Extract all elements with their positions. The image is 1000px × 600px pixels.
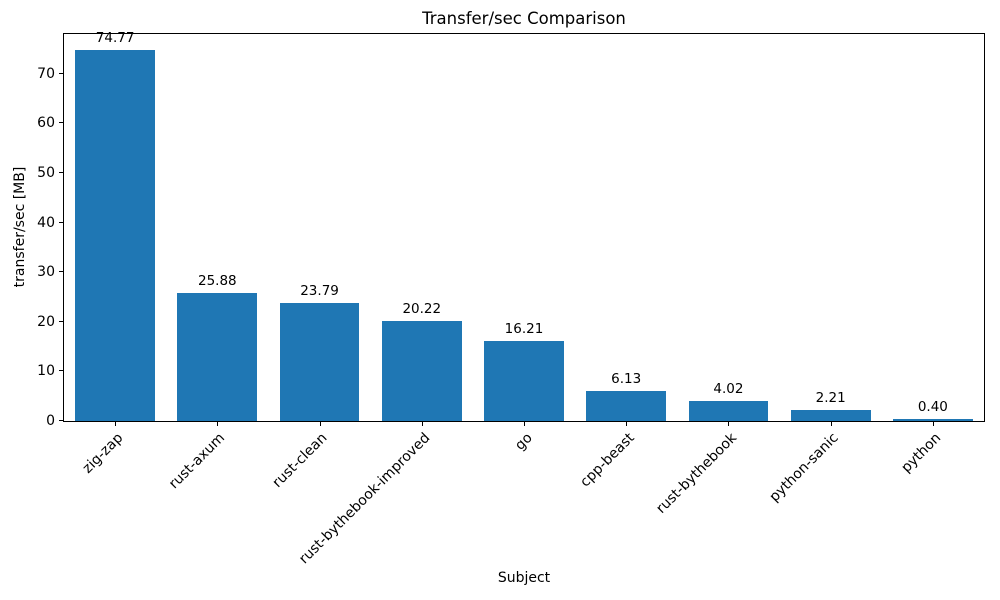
x-tick-mark xyxy=(115,422,117,426)
x-tick-label: rust-axum xyxy=(166,430,229,493)
y-tick-label: 0 xyxy=(46,413,55,429)
bar-value-label: 0.40 xyxy=(917,399,948,416)
bar xyxy=(586,390,667,421)
y-axis-label: transfer/sec [MB] xyxy=(12,166,28,288)
y-tick-mark xyxy=(59,72,63,74)
x-tick-mark xyxy=(626,422,628,426)
x-tick-label: python-sanic xyxy=(766,430,842,506)
x-axis-label: Subject xyxy=(497,570,551,586)
x-tick-mark xyxy=(523,422,525,426)
bar xyxy=(484,340,564,421)
y-tick-label: 10 xyxy=(37,363,55,380)
x-tick-label: rust-clean xyxy=(269,430,331,491)
bar-column: 6.13 cpp-beast xyxy=(575,34,677,490)
bar-value-label: 23.79 xyxy=(300,282,339,299)
y-tick-label: 30 xyxy=(37,264,55,281)
bar-value-label: 25.88 xyxy=(198,272,237,289)
y-tick-mark xyxy=(59,370,63,372)
bar xyxy=(279,302,360,421)
bar xyxy=(177,292,258,421)
bar xyxy=(75,50,155,421)
x-tick-mark xyxy=(728,422,730,426)
y-tick-mark xyxy=(59,221,63,223)
y-tick-mark xyxy=(59,171,63,173)
bar-column: 23.79 rust-clean xyxy=(268,34,370,491)
plot-area: 74.77 zig-zap 25.88 rust-axum 23.79 rust-clea… xyxy=(37,30,985,567)
bar-column: 74.77 zig-zap xyxy=(64,30,166,477)
bar-column: 20.22 rust-bythebook-improved xyxy=(296,34,473,567)
x-tick-label: cpp-beast xyxy=(577,430,638,491)
chart-title: Transfer/sec Comparison xyxy=(422,9,626,28)
bar-value-label: 2.21 xyxy=(815,390,846,407)
bar-value-label: 6.13 xyxy=(611,370,642,387)
bar xyxy=(381,320,462,421)
bars-container: 74.77 zig-zap 25.88 rust-axum 23.79 rust-clea… xyxy=(64,30,984,567)
bar xyxy=(790,410,871,421)
bar-column: 2.21 python-sanic xyxy=(767,34,882,505)
y-tick-mark xyxy=(59,420,63,421)
y-tick-label: 60 xyxy=(37,115,55,132)
y-tick-mark xyxy=(59,271,63,273)
bar xyxy=(688,401,769,421)
y-tick-label: 20 xyxy=(37,313,55,330)
x-tick-mark xyxy=(830,422,832,426)
bar-value-label: 20.22 xyxy=(402,300,442,317)
y-tick-label: 70 xyxy=(37,65,55,82)
y-tick-mark xyxy=(59,320,63,322)
x-tick-label: python xyxy=(898,430,945,476)
y-tick-label: 40 xyxy=(37,214,55,231)
bar xyxy=(893,419,973,421)
x-tick-mark xyxy=(319,422,321,426)
x-tick-label: go xyxy=(511,430,536,454)
bar-column: 25.88 rust-axum xyxy=(166,34,268,492)
bar-value-label: 4.02 xyxy=(713,381,744,398)
x-tick-label: rust-bythebook xyxy=(652,430,740,517)
x-tick-mark xyxy=(217,422,219,426)
bar-value-label: 74.77 xyxy=(95,30,135,47)
bar-column: 16.21 go xyxy=(473,34,575,454)
bar-column: 4.02 rust-bythebook xyxy=(653,34,779,517)
bar-column: 0.40 python xyxy=(882,34,984,476)
x-tick-mark xyxy=(932,422,934,426)
y-tick-label: 50 xyxy=(37,164,55,181)
x-tick-label: zig-zap xyxy=(79,430,127,477)
x-tick-mark xyxy=(421,422,423,426)
bar-value-label: 16.21 xyxy=(504,320,544,337)
y-tick-mark xyxy=(59,122,63,124)
